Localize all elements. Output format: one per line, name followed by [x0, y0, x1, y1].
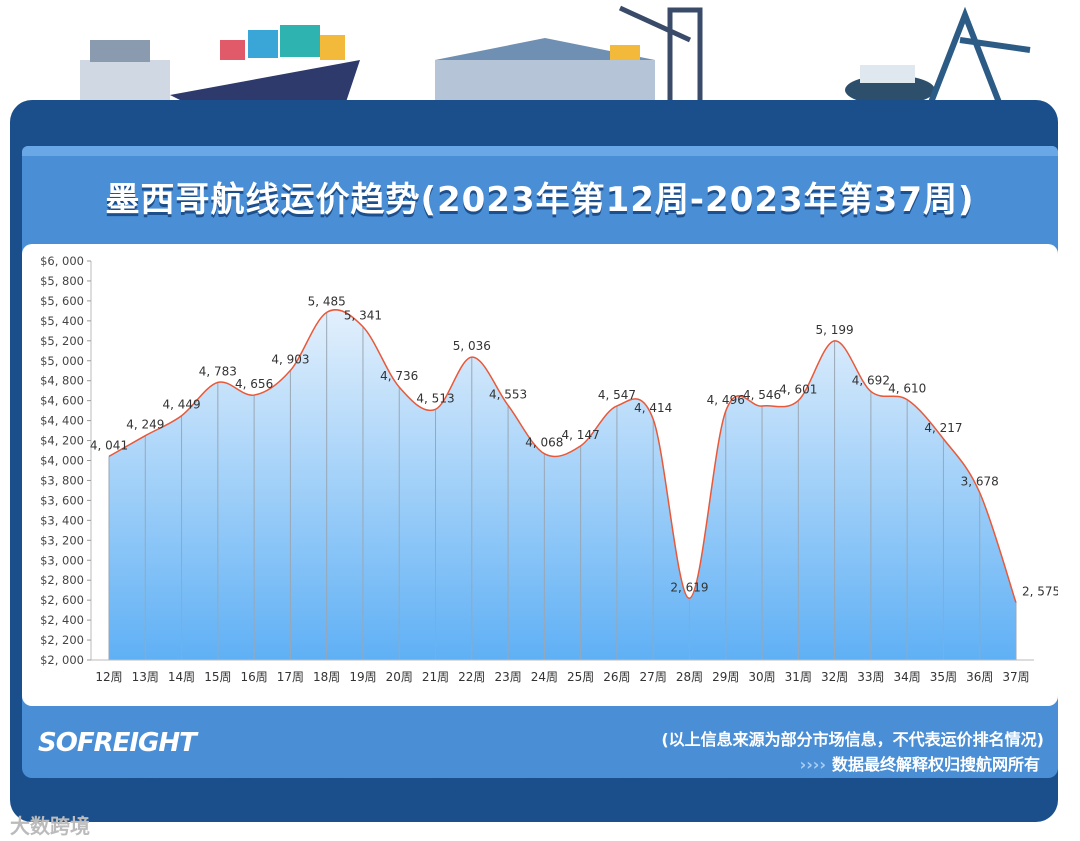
x-tick-label: 15周 — [204, 670, 231, 684]
y-tick-label: $2, 000 — [40, 653, 84, 667]
x-tick-label: 33周 — [857, 670, 884, 684]
x-tick-label: 29周 — [712, 670, 739, 684]
data-label: 4, 041 — [90, 438, 128, 452]
data-label: 5, 036 — [453, 339, 491, 353]
data-label: 4, 496 — [707, 393, 745, 407]
x-tick-label: 32周 — [821, 670, 848, 684]
x-tick-label: 19周 — [349, 670, 376, 684]
freight-rate-chart: $2, 000 $2, 200 $2, 400 $2, 600 $2, 800 $3, 0… — [40, 254, 1058, 684]
data-label: 4, 147 — [562, 428, 600, 442]
arrows-icon: ›››› — [799, 755, 826, 774]
x-tick-label: 31周 — [785, 670, 812, 684]
y-tick-label: $4, 000 — [40, 454, 84, 468]
x-tick-label: 18周 — [313, 670, 340, 684]
y-tick-label: $2, 800 — [40, 573, 84, 587]
y-tick-label: $6, 000 — [40, 254, 84, 268]
x-tick-label: 36周 — [966, 670, 993, 684]
data-label: 2, 575 — [1022, 585, 1058, 599]
y-tick-label: $3, 800 — [40, 473, 84, 487]
area-fill — [109, 309, 1016, 660]
data-label: 4, 217 — [924, 421, 962, 435]
data-label: 5, 199 — [816, 323, 854, 337]
data-label: 4, 249 — [126, 418, 164, 432]
scallop-edge — [24, 778, 1050, 792]
y-tick-label: $5, 400 — [40, 314, 84, 328]
data-label: 4, 903 — [271, 352, 309, 366]
x-tick-label: 34周 — [894, 670, 921, 684]
sofreight-logo: SOFREIGHT — [38, 728, 197, 758]
data-label: 4, 656 — [235, 377, 273, 391]
data-label: 4, 736 — [380, 369, 418, 383]
x-tick-label: 16周 — [240, 670, 267, 684]
data-label: 4, 414 — [634, 401, 672, 415]
panel-stripe — [22, 146, 1058, 156]
data-label: 4, 547 — [598, 388, 636, 402]
data-label: 4, 546 — [743, 388, 781, 402]
data-label: 4, 513 — [416, 391, 454, 405]
x-tick-label: 37周 — [1002, 670, 1029, 684]
data-label: 5, 341 — [344, 309, 382, 323]
x-tick-label: 14周 — [168, 670, 195, 684]
data-label: 4, 783 — [199, 364, 237, 378]
x-tick-label: 22周 — [458, 670, 485, 684]
watermark: 大数跨境 — [10, 814, 90, 838]
data-label: 4, 449 — [162, 398, 200, 412]
data-label: 2, 619 — [670, 580, 708, 594]
data-label: 5, 485 — [308, 294, 346, 308]
y-tick-label: $2, 200 — [40, 633, 84, 647]
y-tick-label: $5, 000 — [40, 354, 84, 368]
x-tick-label: 30周 — [748, 670, 775, 684]
y-tick-label: $4, 200 — [40, 434, 84, 448]
x-tick-label: 20周 — [386, 670, 413, 684]
y-tick-label: $3, 400 — [40, 513, 84, 527]
x-tick-label: 12周 — [95, 670, 122, 684]
rights-text: 数据最终解释权归搜航网所有 — [831, 755, 1040, 774]
y-tick-label: $4, 800 — [40, 374, 84, 388]
data-label: 3, 678 — [961, 475, 999, 489]
y-tick-label: $5, 600 — [40, 294, 84, 308]
x-tick-label: 27周 — [640, 670, 667, 684]
x-tick-label: 26周 — [603, 670, 630, 684]
x-tick-label: 35周 — [930, 670, 957, 684]
data-label: 4, 068 — [525, 436, 563, 450]
x-tick-label: 23周 — [494, 670, 521, 684]
data-label: 4, 692 — [852, 373, 890, 387]
rights-note: ›››› 数据最终解释权归搜航网所有 — [800, 751, 1040, 775]
x-tick-label: 17周 — [277, 670, 304, 684]
data-label: 4, 553 — [489, 387, 527, 401]
y-tick-label: $3, 200 — [40, 533, 84, 547]
data-label: 4, 601 — [779, 383, 817, 397]
y-tick-label: $5, 200 — [40, 334, 84, 348]
y-tick-label: $3, 000 — [40, 553, 84, 567]
x-tick-label: 24周 — [531, 670, 558, 684]
port-illustration — [80, 5, 1031, 107]
x-tick-label: 13周 — [132, 670, 159, 684]
data-label: 4, 610 — [888, 382, 926, 396]
y-tick-label: $2, 600 — [40, 593, 84, 607]
y-tick-label: $4, 400 — [40, 414, 84, 428]
chart-title: 墨西哥航线运价趋势(2023年第12周-2023年第37周) — [105, 180, 975, 220]
x-tick-label: 25周 — [567, 670, 594, 684]
x-tick-label: 21周 — [422, 670, 449, 684]
x-tick-label: 28周 — [676, 670, 703, 684]
y-tick-label: $5, 800 — [40, 274, 84, 288]
source-note: (以上信息来源为部分市场信息，不代表运价排名情况) — [661, 730, 1044, 749]
y-tick-label: $2, 400 — [40, 613, 84, 627]
series-line — [108, 309, 1017, 603]
y-tick-label: $3, 600 — [40, 493, 84, 507]
y-tick-label: $4, 600 — [40, 394, 84, 408]
